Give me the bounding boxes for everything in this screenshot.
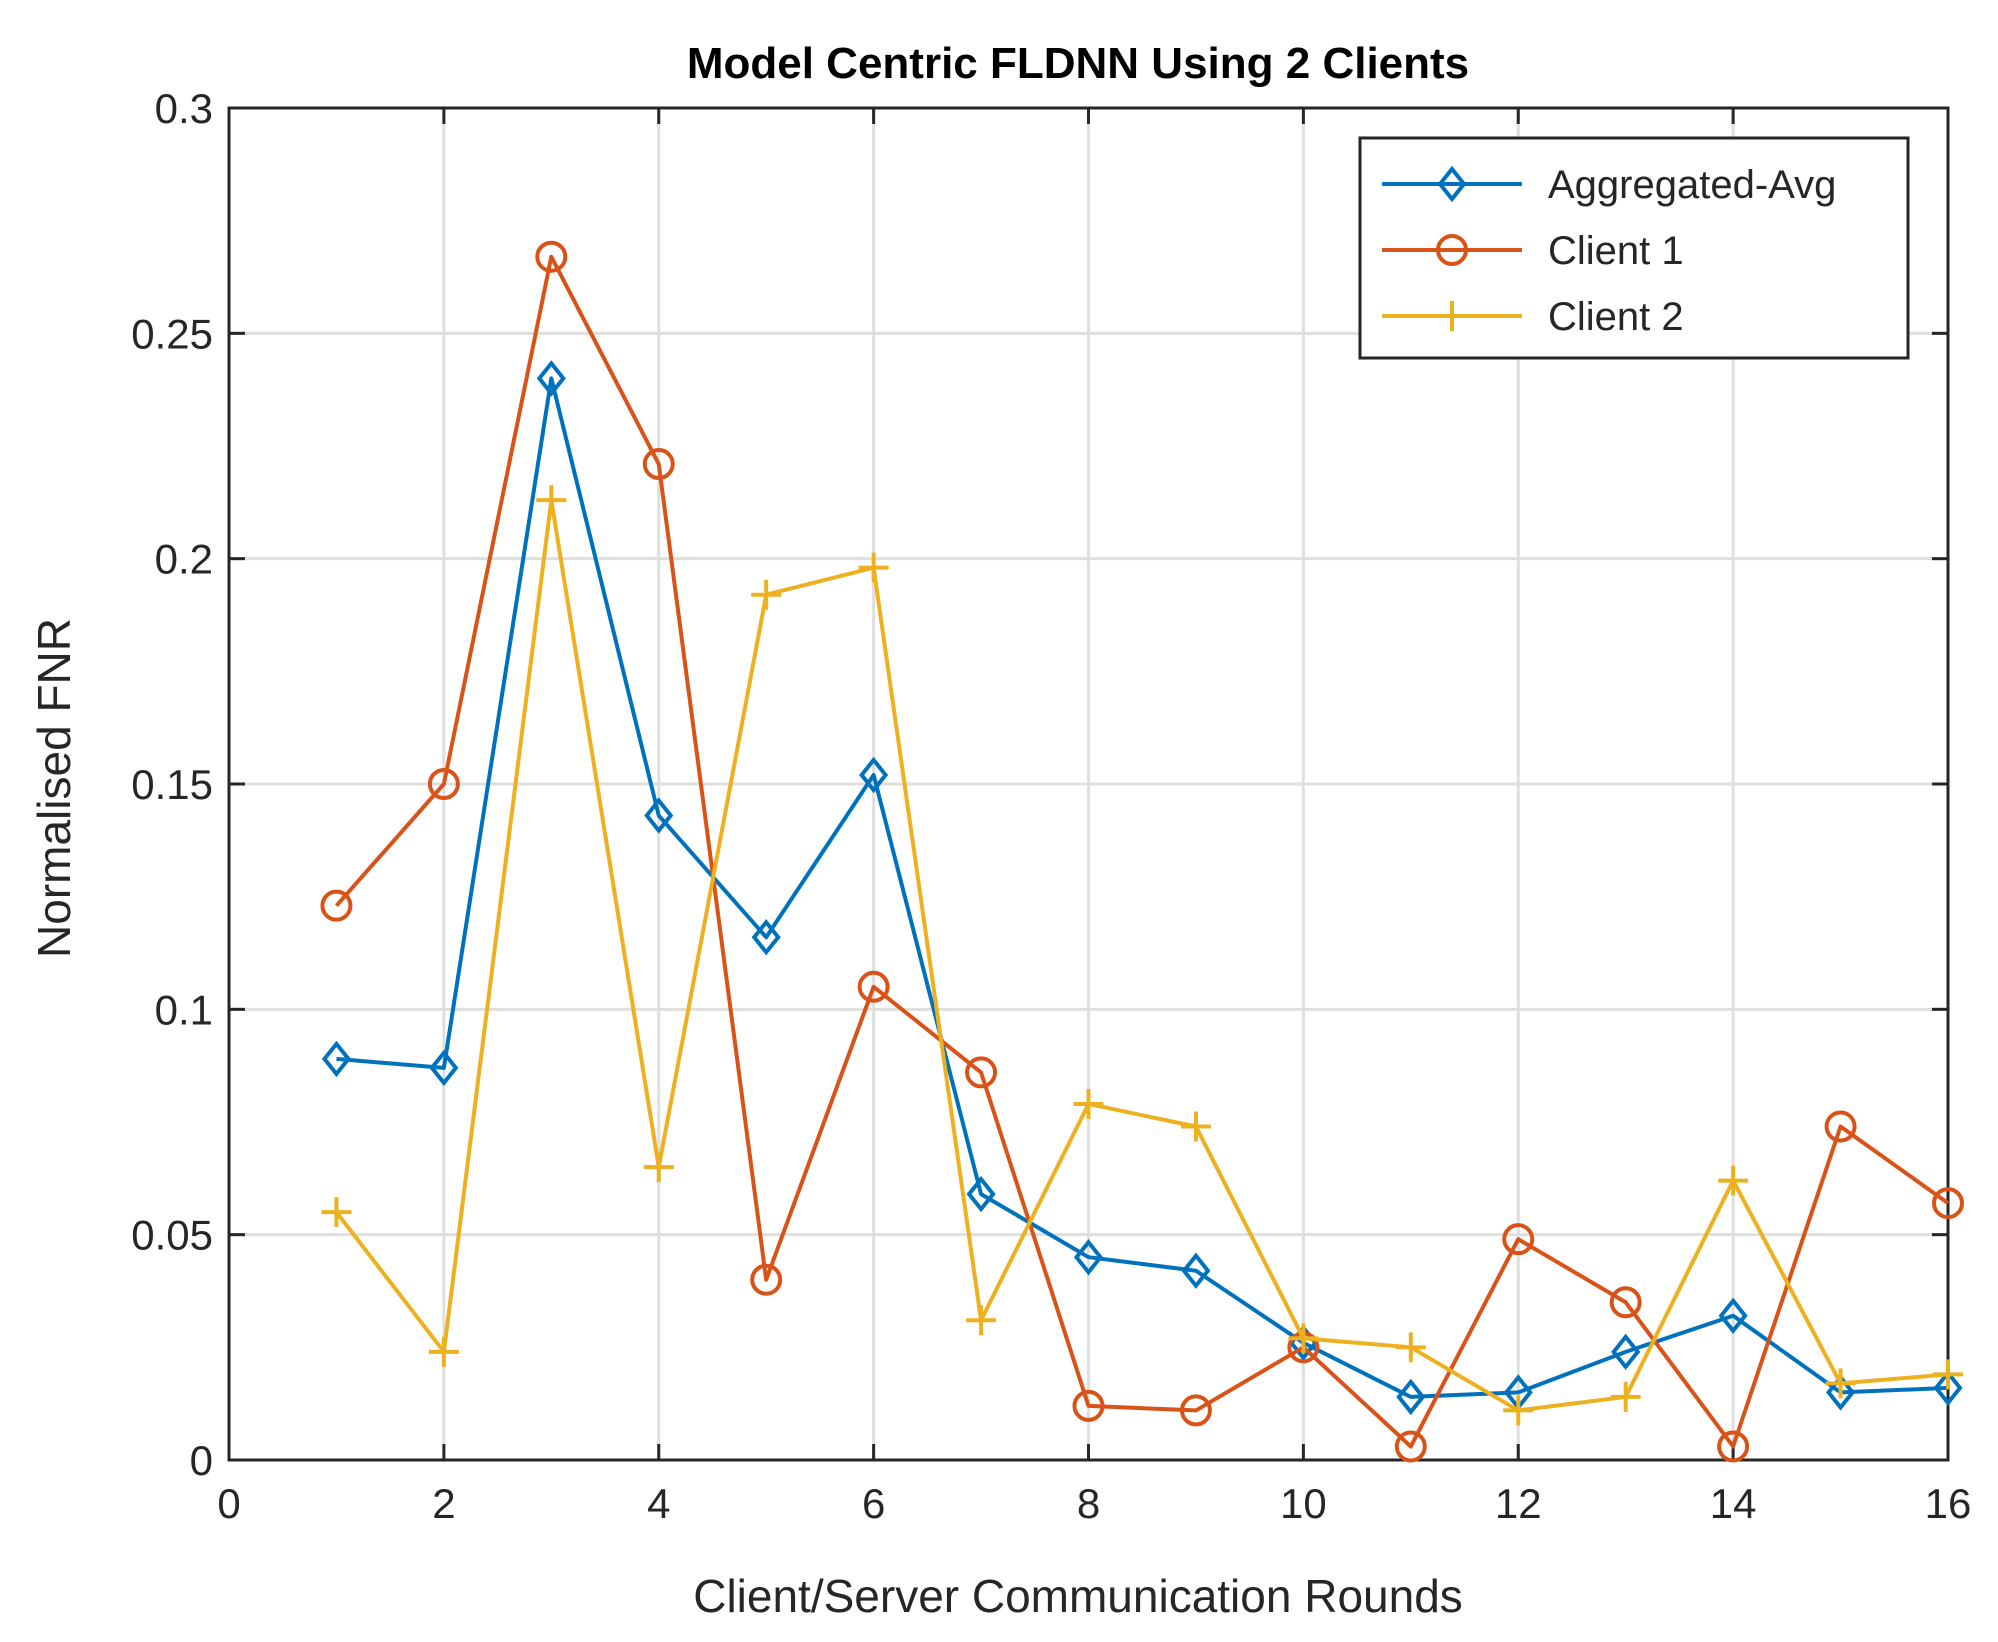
x-tick-label: 12 <box>1495 1480 1542 1527</box>
x-tick-label: 10 <box>1280 1480 1327 1527</box>
y-tick-label: 0.3 <box>155 85 213 132</box>
y-axis-label: Normalised FNR <box>28 618 80 958</box>
legend-label: Aggregated-Avg <box>1548 163 1836 207</box>
legend: Aggregated-Avg Client 1 Client 2 <box>1360 138 1908 358</box>
x-tick-label: 6 <box>862 1480 885 1527</box>
y-tick-label: 0 <box>190 1437 213 1484</box>
line-chart: Model Centric FLDNN Using 2 Clients Clie… <box>0 0 1998 1637</box>
y-tick-label: 0.15 <box>131 761 213 808</box>
y-tick-label: 0.1 <box>155 986 213 1033</box>
y-tick-label: 0.05 <box>131 1212 213 1259</box>
y-tick-label: 0.2 <box>155 536 213 583</box>
y-tick-label: 0.25 <box>131 310 213 357</box>
x-axis-label: Client/Server Communication Rounds <box>693 1570 1463 1622</box>
x-tick-label: 8 <box>1077 1480 1100 1527</box>
chart-title: Model Centric FLDNN Using 2 Clients <box>687 39 1469 88</box>
x-tick-label: 4 <box>647 1480 670 1527</box>
x-tick-label: 14 <box>1710 1480 1757 1527</box>
legend-label: Client 2 <box>1548 295 1684 339</box>
legend-label: Client 1 <box>1548 229 1684 273</box>
chart-root: Model Centric FLDNN Using 2 Clients Clie… <box>0 0 1998 1637</box>
x-tick-label: 0 <box>217 1480 240 1527</box>
x-tick-label: 16 <box>1925 1480 1972 1527</box>
x-tick-label: 2 <box>432 1480 455 1527</box>
